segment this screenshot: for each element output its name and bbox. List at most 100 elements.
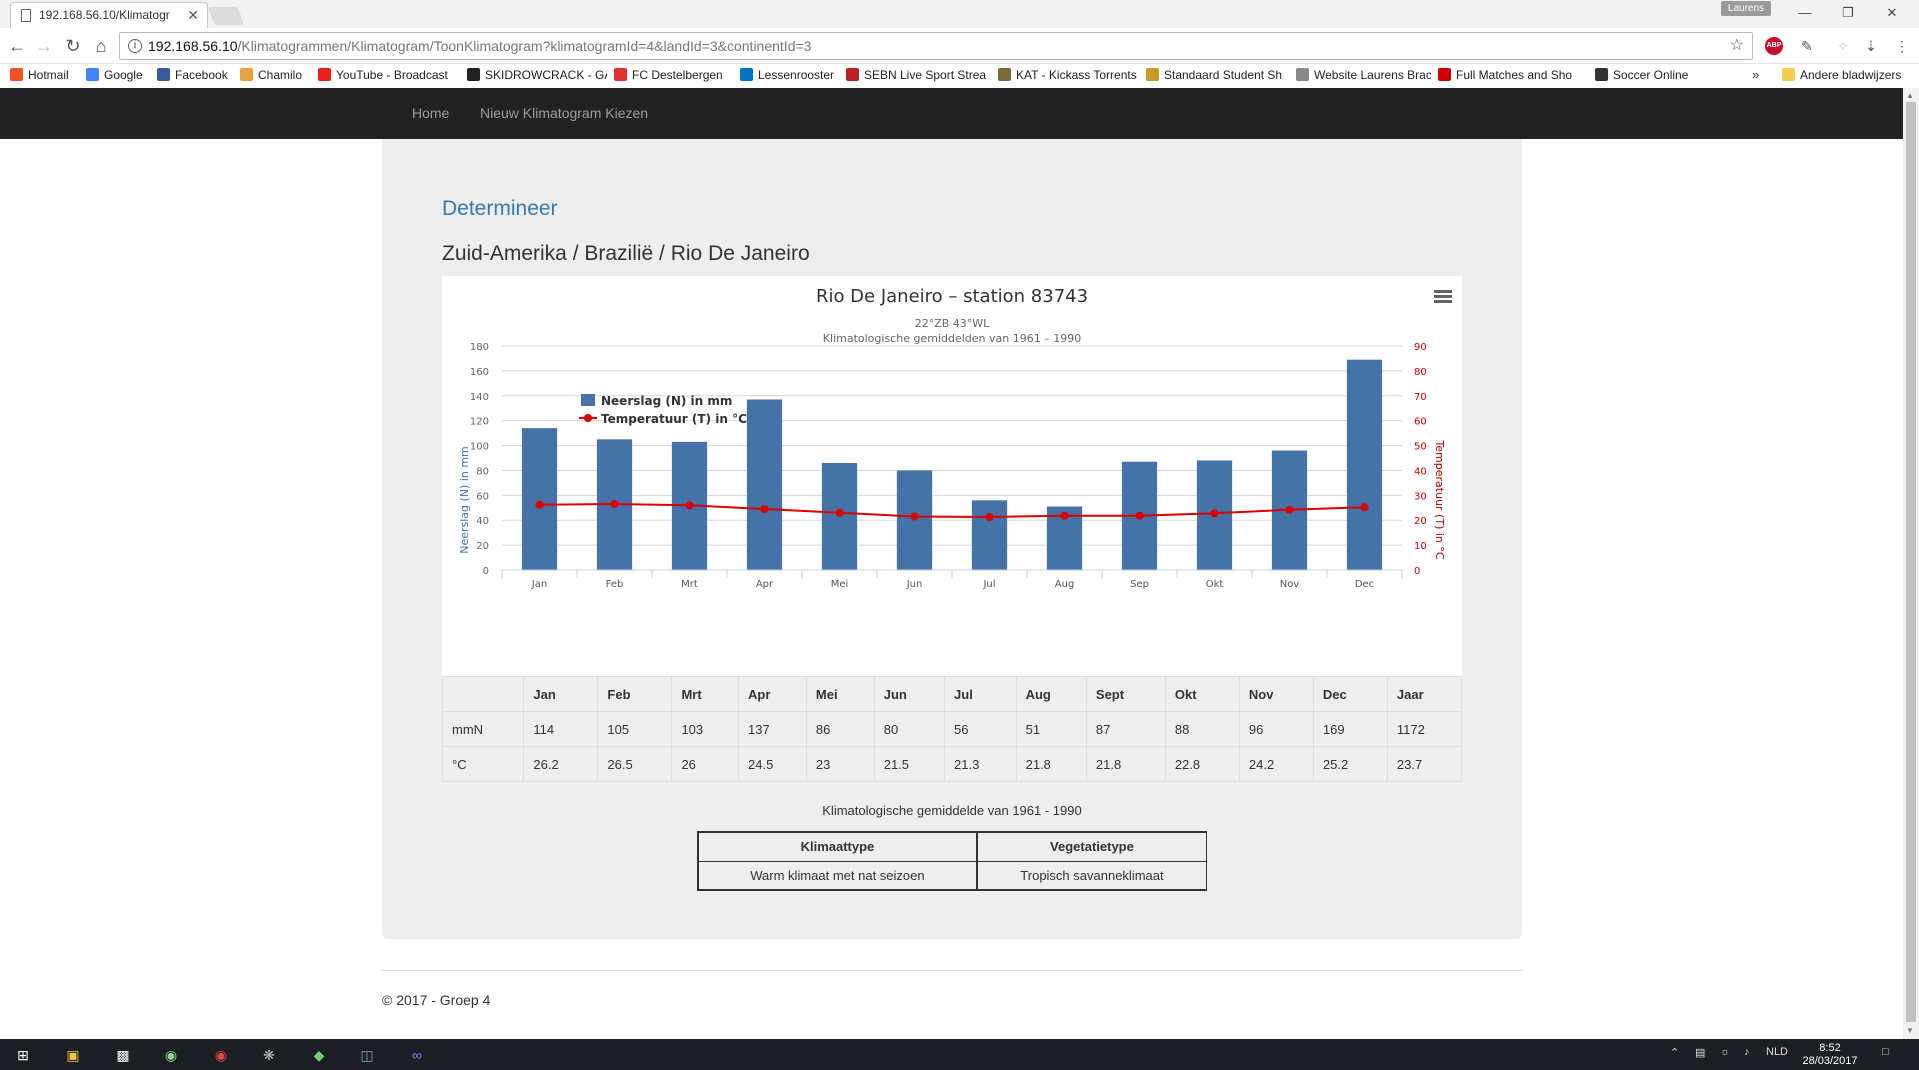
bookmark-3[interactable]: Facebook [157, 68, 228, 82]
bookmark-5[interactable]: YouTube - Broadcast [318, 68, 448, 82]
table-cell: 80 [873, 711, 946, 747]
temperature-point-mei[interactable] [835, 508, 844, 517]
bookmark-star-icon[interactable]: ☆ [1729, 37, 1744, 54]
bookmarks-overflow-icon[interactable]: » [1752, 67, 1760, 82]
legend-item-temperatuur[interactable]: Temperatuur (T) in °C [601, 412, 747, 426]
bookmark-folder-other[interactable]: Andere bladwijzers [1782, 68, 1901, 82]
table-cell: 24.2 [1238, 746, 1314, 782]
temperature-point-okt[interactable] [1210, 509, 1219, 518]
table-cell: 23 [805, 746, 875, 782]
bookmark-12[interactable]: Website Laurens Brac [1296, 68, 1431, 82]
temperature-point-feb[interactable] [610, 500, 619, 509]
app-diamond-icon[interactable]: ◆ [313, 1047, 325, 1063]
back-icon[interactable]: ← [8, 36, 26, 56]
nav-home-link[interactable]: Home [412, 105, 450, 121]
page-scrollbar[interactable]: ▲ ▼ [1903, 88, 1919, 1039]
tray-wifi-icon[interactable]: ☼ [1720, 1046, 1731, 1058]
bookmark-7[interactable]: FC Destelbergen [614, 68, 723, 82]
browser-tab[interactable]: 192.168.56.10/Klimatogr ✕ [10, 2, 208, 28]
x-tick-label: Sep [1130, 579, 1149, 590]
temperature-point-sep[interactable] [1135, 511, 1144, 520]
bar-neerslag-apr[interactable] [746, 399, 783, 570]
bookmark-10[interactable]: KAT - Kickass Torrents [998, 68, 1137, 82]
bookmark-11[interactable]: Standaard Student Sh [1146, 68, 1282, 82]
legend-item-neerslag[interactable]: Neerslag (N) in mm [601, 394, 732, 408]
table-header-cell: Aug [1015, 676, 1087, 712]
profile-button[interactable]: Laurens [1721, 1, 1771, 16]
bookmark-favicon-icon [10, 68, 23, 81]
temperature-point-dec[interactable] [1360, 503, 1369, 512]
home-icon[interactable]: ⌂ [95, 36, 107, 56]
temperature-point-mrt[interactable] [685, 501, 694, 510]
temperature-point-apr[interactable] [760, 505, 769, 514]
browser-menu-icon[interactable]: ⋮ [1895, 38, 1909, 54]
tray-language[interactable]: NLD [1766, 1046, 1789, 1058]
clock-time: 8:52 [1819, 1042, 1841, 1054]
scroll-down-icon[interactable]: ▼ [1906, 1026, 1914, 1035]
bookmark-2[interactable]: Google [86, 68, 143, 82]
minimize-button[interactable]: — [1798, 5, 1812, 20]
bookmark-13[interactable]: Full Matches and Sho [1438, 68, 1572, 82]
bookmark-6[interactable]: SKIDROWCRACK - GA [467, 68, 607, 82]
address-bar[interactable]: i 192.168.56.10/Klimatogrammen/Klimatogr… [119, 32, 1753, 60]
extension-grey-icon[interactable]: ✧ [1837, 38, 1849, 54]
table-header-cell: Dec [1312, 676, 1388, 712]
temperature-point-jul[interactable] [985, 512, 994, 521]
app-spider-icon[interactable]: ❋ [263, 1047, 275, 1063]
action-center-icon[interactable]: □ [1882, 1046, 1889, 1058]
folder-icon [1782, 68, 1795, 81]
file-explorer-icon[interactable]: ▣ [66, 1047, 80, 1063]
temperature-point-jun[interactable] [910, 512, 919, 521]
table-row-label: mmN [441, 711, 525, 747]
download-icon[interactable]: ⇣ [1865, 38, 1877, 54]
bookmark-9[interactable]: SEBN Live Sport Strea [846, 68, 986, 82]
visual-studio-icon[interactable]: ∞ [412, 1047, 422, 1063]
close-window-button[interactable]: ✕ [1886, 5, 1898, 20]
bar-neerslag-jan[interactable] [521, 428, 558, 570]
bookmark-1[interactable]: Hotmail [10, 68, 69, 82]
adblock-icon[interactable]: ABP [1765, 37, 1783, 55]
chart-menu-icon[interactable] [1434, 290, 1452, 304]
temperature-point-nov[interactable] [1285, 505, 1294, 514]
y-left-tick-label: 80 [476, 466, 489, 477]
chart-legend[interactable]: Neerslag (N) in mm Temperatuur (T) in °C [579, 394, 747, 426]
extension-eyedropper-icon[interactable]: ✎ [1801, 38, 1813, 54]
bar-neerslag-dec[interactable] [1346, 359, 1383, 570]
temperature-point-aug[interactable] [1060, 511, 1069, 520]
temperature-point-jan[interactable] [535, 500, 544, 509]
table-cell: 96 [1238, 711, 1314, 747]
windows-start-icon[interactable]: ⊞ [17, 1047, 29, 1063]
table-cell: 25.2 [1312, 746, 1388, 782]
table-cell: 21.5 [873, 746, 946, 782]
scroll-up-icon[interactable]: ▲ [1906, 91, 1914, 100]
forward-icon[interactable]: → [35, 36, 53, 56]
maximize-button[interactable]: ❐ [1842, 5, 1854, 20]
y-left-tick-label: 0 [483, 566, 489, 577]
bookmark-favicon-icon [467, 68, 480, 81]
table-cell: 169 [1312, 711, 1388, 747]
chrome-icon[interactable]: ◉ [214, 1047, 228, 1063]
bookmark-14[interactable]: Soccer Online [1595, 68, 1688, 82]
y-right-tick-label: 30 [1414, 491, 1427, 502]
reload-icon[interactable]: ↻ [65, 36, 81, 56]
nav-new-klimatogram-link[interactable]: Nieuw Klimatogram Kiezen [480, 105, 649, 121]
tray-chevron-icon[interactable]: ⌃ [1670, 1047, 1680, 1059]
tray-volume-icon[interactable]: ♪ [1744, 1046, 1750, 1058]
scrollbar-thumb[interactable] [1906, 102, 1916, 1022]
y-axis-left-label: Neerslag (N) in mm [458, 446, 471, 554]
taskbar-clock[interactable]: 8:52 28/03/2017 [1800, 1042, 1860, 1068]
tab-close-icon[interactable]: ✕ [187, 7, 199, 23]
determineer-link[interactable]: Determineer [442, 197, 558, 220]
info-icon[interactable]: i [128, 39, 142, 53]
table-header-cell: Apr [738, 676, 807, 712]
tray-network-icon[interactable]: ▤ [1695, 1047, 1706, 1059]
bookmark-8[interactable]: Lessenrooster [740, 68, 834, 82]
bar-neerslag-jul[interactable] [971, 500, 1008, 570]
new-tab-button[interactable] [207, 7, 245, 25]
store-icon[interactable]: ▩ [116, 1047, 130, 1063]
virtualbox-icon[interactable]: ◫ [360, 1047, 374, 1063]
app-green-icon[interactable]: ◉ [164, 1047, 178, 1063]
bookmark-4[interactable]: Chamilo [240, 68, 302, 82]
y-right-tick-label: 10 [1414, 541, 1427, 552]
bookmark-label: KAT - Kickass Torrents [1016, 68, 1137, 82]
